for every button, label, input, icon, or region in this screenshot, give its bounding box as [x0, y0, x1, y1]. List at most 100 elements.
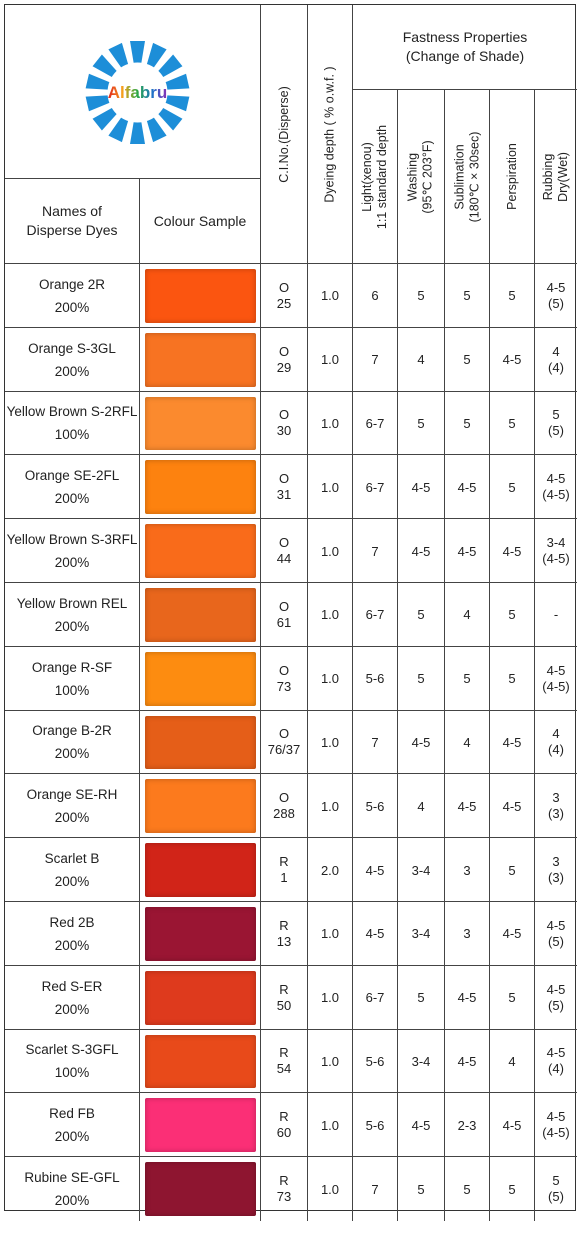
- rubbing-cell: 4-5 (5): [535, 966, 577, 1030]
- ci-letter: R: [279, 1173, 289, 1189]
- dye-strength: 200%: [54, 810, 90, 826]
- washing-value: 3-4: [411, 926, 431, 942]
- sublimation-value: 3: [463, 926, 471, 942]
- depth-cell: 1.0: [308, 711, 352, 775]
- light-value: 4-5: [365, 926, 385, 942]
- light-value: 6-7: [365, 990, 385, 1006]
- perspiration-value: 4-5: [502, 543, 522, 559]
- dye-strength: 200%: [54, 937, 90, 953]
- washing-cell: 3-4: [398, 902, 444, 966]
- ci-header: C.I.No.(Disperse): [276, 85, 291, 183]
- sublimation-header: Sublimation (180℃ × 30sec): [452, 131, 482, 222]
- washing-cell: 4-5: [398, 519, 444, 583]
- logo-spoke: [92, 54, 119, 79]
- ci-cell: R 54: [261, 1030, 307, 1094]
- depth-cell: 1.0: [308, 583, 352, 647]
- logo-spoke: [85, 95, 112, 112]
- dye-name: Orange R-SF: [31, 659, 113, 675]
- rubbing-wet: (4): [548, 1061, 564, 1077]
- depth-value: 1.0: [320, 1181, 340, 1197]
- rubbing-dry: 4: [552, 343, 560, 359]
- perspiration-cell: 5: [490, 264, 534, 328]
- dye-name: Rubine SE-GFL: [24, 1170, 120, 1186]
- light-value: 5-6: [365, 1053, 385, 1069]
- washing-value: 4-5: [411, 479, 431, 495]
- sublimation-value: 4-5: [457, 543, 477, 559]
- perspiration-cell: 4-5: [490, 711, 534, 775]
- rubbing-wet: (4): [548, 742, 564, 758]
- sublimation-value: 4: [463, 607, 471, 623]
- perspiration-value: 5: [508, 990, 516, 1006]
- rubbing-cell: 4-5 (4): [535, 1030, 577, 1094]
- depth-value: 1.0: [320, 607, 340, 623]
- depth-value: 1.0: [320, 798, 340, 814]
- colour-swatch: [145, 651, 256, 706]
- dye-name: Scarlet S-3GFL: [25, 1042, 119, 1058]
- ci-cell: O 73: [261, 647, 307, 711]
- dye-name-cell: Orange B-2R 200%: [5, 711, 139, 775]
- washing-cell: 5: [398, 392, 444, 456]
- dye-strength: 100%: [54, 1065, 90, 1081]
- perspiration-cell: 4-5: [490, 519, 534, 583]
- depth-value: 1.0: [320, 415, 340, 431]
- light-cell: 7: [353, 711, 397, 775]
- colour-swatch: [145, 1034, 256, 1089]
- depth-cell: 1.0: [308, 966, 352, 1030]
- rubbing-cell: 5 (5): [535, 392, 577, 456]
- logo-spoke: [163, 95, 190, 112]
- sublimation-cell: 4-5: [445, 519, 489, 583]
- light-value: 6-7: [365, 479, 385, 495]
- rubbing-header: Rubbing Dry(Wet): [541, 151, 571, 202]
- sublimation-value: 5: [463, 671, 471, 687]
- light-value: 4-5: [365, 862, 385, 878]
- washing-cell: 4-5: [398, 455, 444, 519]
- light-value: 5-6: [365, 1117, 385, 1133]
- ci-number: 73: [276, 678, 292, 694]
- ci-number: 60: [276, 1125, 292, 1141]
- dye-name-cell: Yellow Brown S-2RFL 100%: [5, 392, 139, 456]
- dye-strength: 100%: [54, 427, 90, 443]
- rubbing-dry: 3-4: [546, 535, 566, 551]
- perspiration-cell: 5: [490, 583, 534, 647]
- rubbing-wet: (5): [548, 1189, 564, 1205]
- perspiration-value: 5: [508, 1181, 516, 1197]
- depth-header: Dyeing depth ( % o.w.f. ): [322, 65, 337, 203]
- light-value: 5-6: [365, 798, 385, 814]
- rubbing-cell: 3 (3): [535, 774, 577, 838]
- perspiration-value: 5: [508, 671, 516, 687]
- depth-cell: 1.0: [308, 328, 352, 392]
- colour-swatch: [145, 269, 256, 323]
- dye-name: Orange SE-2FL: [24, 468, 120, 484]
- ci-cell: O 30: [261, 392, 307, 456]
- dye-name: Scarlet B: [44, 851, 100, 867]
- washing-value: 3-4: [411, 1053, 431, 1069]
- ci-cell: R 73: [261, 1157, 307, 1221]
- colour-swatch: [145, 524, 256, 578]
- logo-spoke: [130, 120, 145, 144]
- dye-strength: 200%: [54, 555, 90, 571]
- rubbing-dry: 4-5: [546, 981, 566, 997]
- washing-cell: 5: [398, 583, 444, 647]
- colour-swatch: [145, 332, 256, 387]
- sublimation-cell: 5: [445, 264, 489, 328]
- light-value: 7: [371, 543, 379, 559]
- ci-letter: O: [278, 407, 290, 423]
- names-header: Names of Disperse Dyes: [5, 179, 139, 263]
- dye-name-cell: Orange R-SF 100%: [5, 647, 139, 711]
- sublimation-value: 5: [463, 352, 471, 368]
- depth-value: 1.0: [320, 1117, 340, 1133]
- light-value: 6-7: [365, 607, 385, 623]
- rubbing-wet: (5): [548, 295, 564, 311]
- rubbing-wet: (5): [548, 423, 564, 439]
- sublimation-value: 4-5: [457, 479, 477, 495]
- rubbing-wet: (4-5): [542, 487, 570, 503]
- depth-cell: 1.0: [308, 1030, 352, 1094]
- perspiration-cell: 5: [490, 455, 534, 519]
- sublimation-cell: 4: [445, 711, 489, 775]
- rubbing-cell: 4-5 (5): [535, 902, 577, 966]
- rubbing-cell: 4-5 (5): [535, 264, 577, 328]
- ci-number: 30: [276, 423, 292, 439]
- dye-strength: 200%: [54, 746, 90, 762]
- ci-number: 31: [276, 487, 292, 503]
- perspiration-value: 5: [508, 415, 516, 431]
